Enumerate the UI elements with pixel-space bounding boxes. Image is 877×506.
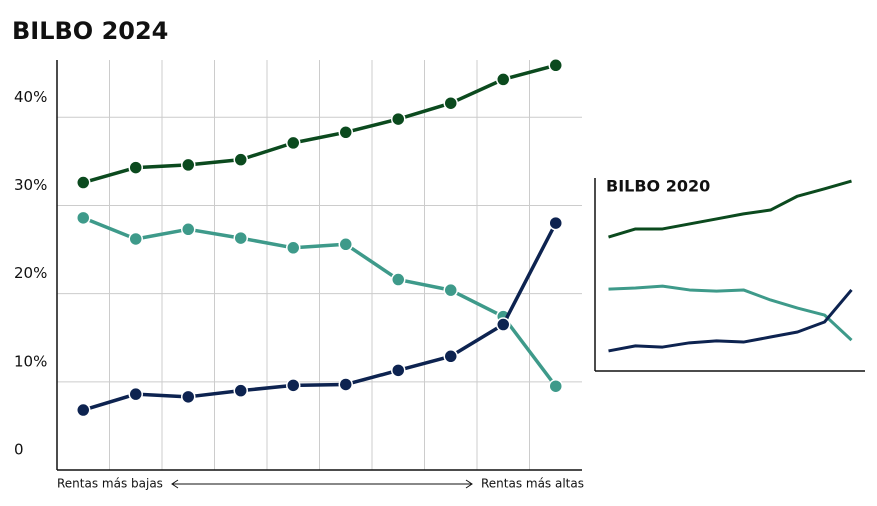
y-tick-label: 40%: [14, 88, 47, 106]
point: [181, 389, 196, 405]
series-line: [82, 222, 558, 412]
point: [338, 125, 353, 140]
point: [338, 377, 353, 392]
series-line: [608, 179, 852, 239]
inset-title: BILBO 2020: [606, 177, 710, 196]
point: [443, 282, 458, 298]
point: [443, 95, 458, 111]
point: [233, 152, 248, 167]
x-annotation: Rentas más altas: [481, 477, 584, 491]
point: [76, 402, 91, 418]
point: [181, 222, 196, 237]
y-tick-label: 10%: [14, 352, 47, 370]
point: [338, 237, 353, 252]
point: [128, 160, 143, 175]
point: [233, 383, 248, 398]
point: [496, 72, 511, 87]
series-line: [608, 288, 853, 353]
y-tick-label: 0: [14, 441, 24, 459]
point: [548, 215, 563, 231]
y-tick-label: 30%: [14, 176, 47, 194]
x-annotation: Rentas más bajas: [57, 477, 163, 491]
chart-title: BILBO 2024: [12, 17, 168, 45]
series-line: [82, 63, 557, 185]
y-tick-label: 20%: [14, 264, 47, 282]
point: [76, 210, 91, 226]
point: [391, 111, 406, 127]
point: [496, 317, 511, 332]
point: [548, 58, 563, 73]
point: [181, 157, 196, 173]
point: [76, 175, 91, 190]
point: [286, 135, 301, 151]
series-line: [82, 216, 558, 388]
series-line: [608, 284, 853, 342]
point: [443, 349, 458, 364]
point: [128, 386, 143, 402]
point: [128, 231, 143, 247]
point: [391, 363, 406, 378]
point: [233, 230, 248, 246]
point: [286, 240, 301, 256]
arrow-head: [171, 479, 473, 489]
point: [548, 378, 563, 394]
point: [286, 378, 301, 393]
point: [391, 272, 406, 287]
